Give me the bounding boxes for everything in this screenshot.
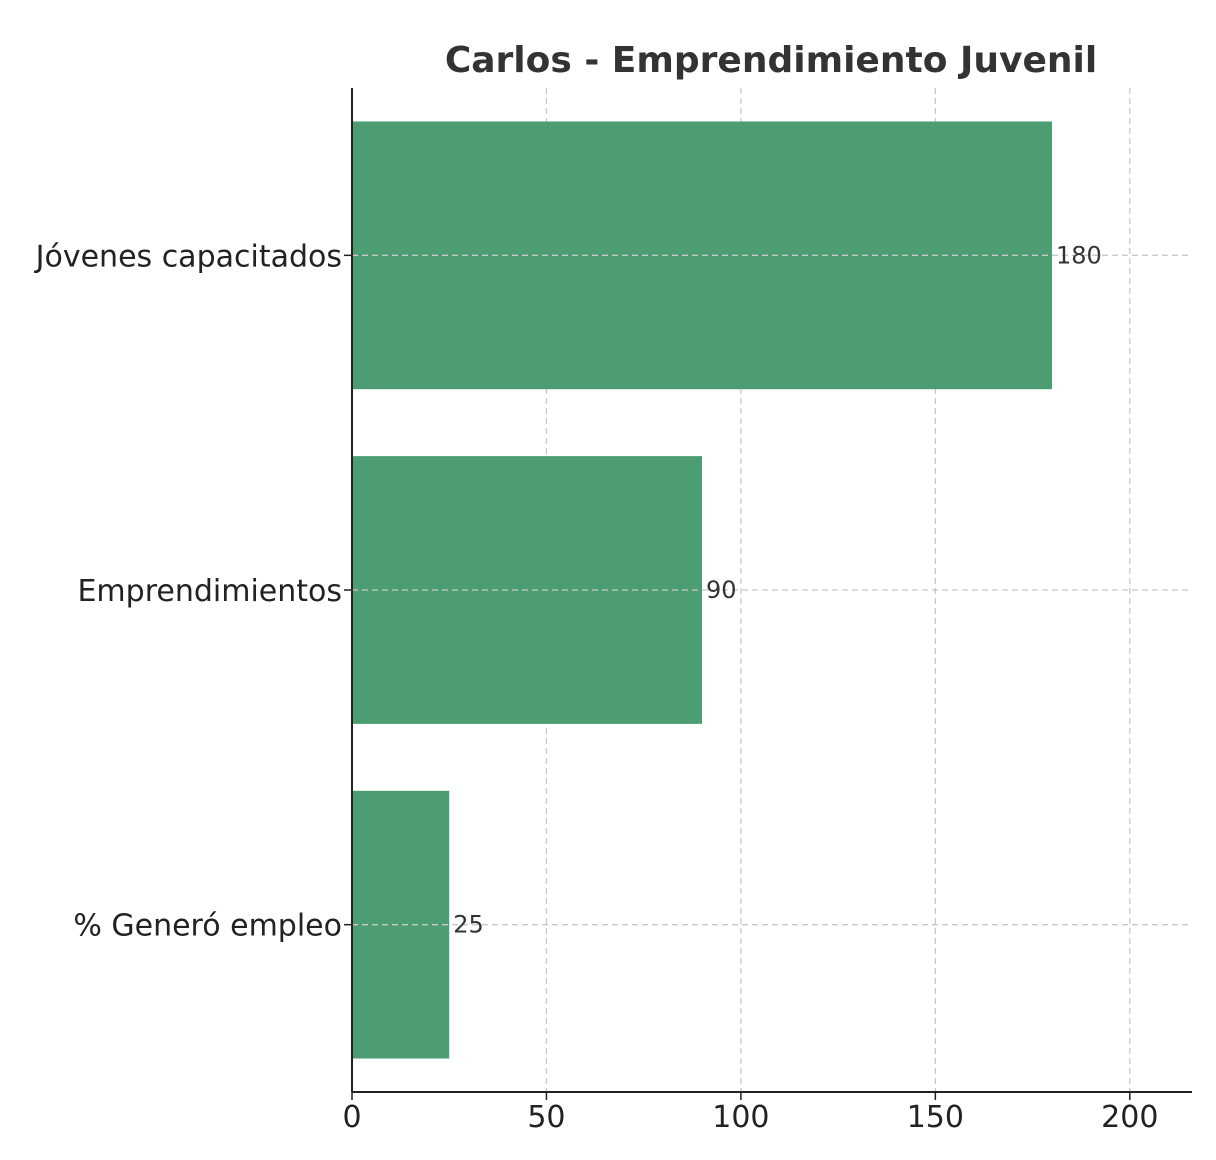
bars (352, 121, 1192, 1059)
category-label: Emprendimientos (77, 574, 342, 609)
chart-title: Carlos - Emprendimiento Juvenil (445, 40, 1097, 81)
axes (344, 88, 1192, 1100)
data-label: 180 (1056, 241, 1102, 269)
x-tick-label: 150 (907, 1100, 964, 1135)
x-tick-label: 200 (1101, 1100, 1158, 1135)
x-tick-label: 0 (342, 1100, 361, 1135)
labels: 0 50 100 150 200 Jóvenes capacitados 180 Empren… (34, 239, 1159, 1135)
x-tick-label: 50 (527, 1100, 565, 1135)
x-tick-label: 100 (712, 1100, 769, 1135)
data-label: 90 (706, 576, 737, 604)
data-label: 25 (453, 911, 484, 939)
category-label: % Generó empleo (73, 909, 342, 944)
category-label: Jóvenes capacitados (34, 239, 342, 274)
